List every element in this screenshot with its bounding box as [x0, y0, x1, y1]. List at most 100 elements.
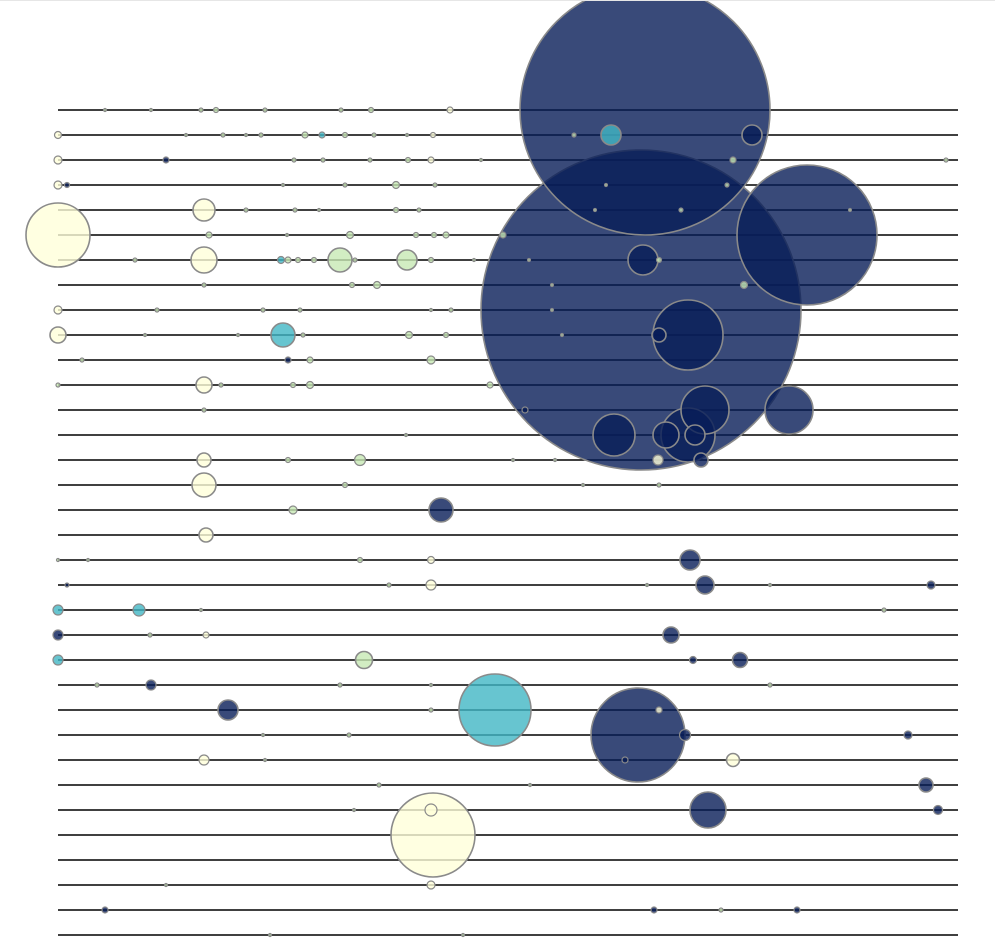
bubble-row-14-0 [196, 452, 212, 468]
bubble-row-15-1 [341, 481, 349, 489]
bubble-row-5-1 [205, 231, 213, 239]
bubble-row-4-7 [678, 207, 684, 213]
bubble-row-14-5 [652, 454, 664, 466]
bubble-row-27-1 [527, 782, 533, 788]
bubble-row-19-1 [386, 582, 392, 588]
bubble-row-1-2 [220, 132, 226, 138]
bubble-row-1-9 [404, 132, 410, 138]
bubble-row-0-2 [198, 107, 204, 113]
bubble-row-8-2 [260, 307, 266, 313]
bubble-row-4-4 [392, 206, 400, 214]
bubble-row-6-13 [655, 256, 663, 264]
bubble-row-24-0 [217, 699, 239, 721]
bubble-row-9-8 [651, 327, 667, 343]
bubble-row-5-6 [442, 231, 450, 239]
bubble-row-6-2 [276, 255, 286, 265]
bubble-row-23-4 [767, 682, 773, 688]
bubble-row-11-2 [218, 382, 224, 388]
bubble-row-11-4 [305, 380, 315, 390]
bubble-row-25-4 [903, 730, 913, 740]
bubble-row-1-4 [258, 132, 264, 138]
bubble-row-18-1 [85, 557, 91, 563]
bubble-row-9-2 [235, 332, 241, 338]
bubble-row-14-4 [552, 457, 558, 463]
bubble-row-24-3 [655, 706, 663, 714]
bubble-row-10-3 [426, 355, 436, 365]
bubble-row-0-1 [148, 107, 154, 113]
bubble-row-1-7 [341, 131, 349, 139]
bubble-row-9-1 [142, 332, 148, 338]
bubble-row-7-3 [549, 282, 555, 288]
bubble-row-21-1 [147, 632, 153, 638]
bubble-row-23-1 [145, 679, 157, 691]
bubble-row-9-5 [404, 330, 414, 340]
bubble-row-8-4 [428, 307, 434, 313]
bubble-row-2-7 [478, 157, 484, 163]
bubble-row-9-6 [442, 331, 450, 339]
bubble-row-3-3 [342, 182, 348, 188]
bubble-row-8-0 [53, 305, 63, 315]
bubble-row-2-8 [729, 156, 737, 164]
bubble-row-1-1 [183, 132, 189, 138]
bubble-row-19-0 [64, 582, 70, 588]
bubble-row-9-7 [559, 332, 565, 338]
bubbles [25, 0, 949, 938]
bubble-row-18-0 [55, 557, 61, 563]
bubble-row-0-8 [519, 0, 771, 236]
bubble-row-5-7 [499, 231, 507, 239]
bubble-row-11-5 [486, 381, 494, 389]
bubble-row-14-2 [353, 453, 367, 467]
bubble-row-8-5 [448, 307, 454, 313]
bubble-row-6-1 [190, 246, 218, 274]
bubble-row-15-2 [580, 482, 586, 488]
bubble-row-4-2 [292, 207, 298, 213]
bubble-row-9-4 [300, 332, 306, 338]
bubble-row-5-5 [430, 231, 438, 239]
bubble-row-28-2 [689, 791, 727, 829]
bubble-row-13-1 [592, 413, 636, 457]
bubble-row-7-2 [372, 280, 382, 290]
bubble-row-6-10 [471, 257, 477, 263]
bubble-row-5-4 [412, 231, 420, 239]
bubble-row-8-6 [549, 307, 555, 313]
bubble-row-11-0 [55, 382, 61, 388]
bubble-row-32-0 [101, 906, 109, 914]
bubble-row-4-8 [847, 207, 853, 213]
bubble-row-18-2 [356, 556, 364, 564]
bubble-row-10-0 [79, 357, 85, 363]
bubble-row-1-10 [429, 131, 437, 139]
bubble-row-6-4 [294, 256, 302, 264]
bubble-row-22-0 [52, 654, 64, 666]
bubble-row-2-3 [320, 157, 326, 163]
bubble-row-26-0 [198, 754, 210, 766]
bubble-row-6-12 [627, 244, 659, 276]
bubble-row-25-2 [590, 687, 686, 783]
bubble-row-27-0 [376, 782, 382, 788]
bubble-row-11-3 [289, 381, 297, 389]
bubble-row-5-3 [345, 230, 355, 240]
bubble-row-5-2 [284, 232, 290, 238]
bubble-row-1-5 [301, 131, 309, 139]
bubble-row-9-3 [270, 322, 296, 348]
bubble-row-6-5 [310, 256, 318, 264]
bubble-row-4-5 [416, 207, 422, 213]
bubble-row-21-0 [52, 629, 64, 641]
bubble-row-6-0 [132, 257, 138, 263]
bubble-row-5-8 [736, 164, 878, 306]
bubble-row-17-0 [198, 527, 214, 543]
bubble-row-25-3 [678, 728, 692, 742]
bubble-row-20-1 [132, 603, 146, 617]
bubble-row-4-3 [316, 207, 322, 213]
bubble-row-1-11 [571, 132, 577, 138]
bubble-row-18-4 [679, 549, 701, 571]
bubble-row-27-2 [918, 777, 934, 793]
bubble-row-6-7 [352, 257, 358, 263]
bubble-row-19-5 [767, 582, 773, 588]
bubble-row-24-2 [458, 673, 532, 747]
bubble-row-3-6 [603, 182, 609, 188]
bubble-row-3-0 [53, 180, 63, 190]
bubble-row-25-0 [260, 732, 266, 738]
bubble-row-13-4 [684, 424, 706, 446]
bubble-row-24-1 [428, 707, 434, 713]
